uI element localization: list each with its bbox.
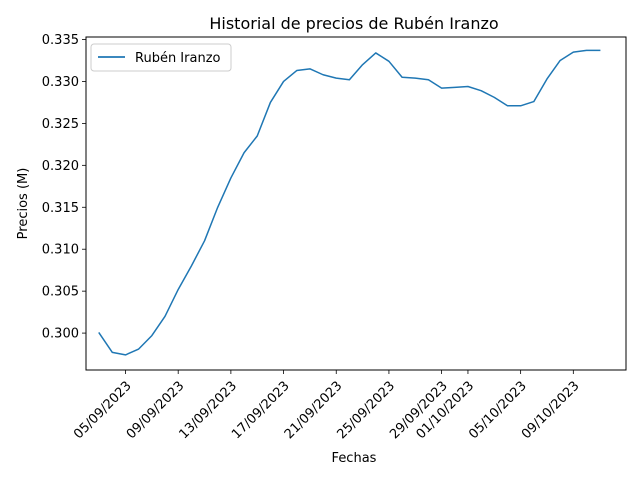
plot-area bbox=[98, 49, 601, 356]
y-tick-label: 0.320 bbox=[42, 159, 79, 174]
legend-label: Rubén Iranzo bbox=[135, 51, 221, 66]
legend-box bbox=[90, 43, 232, 72]
y-tick-label: 0.305 bbox=[42, 285, 79, 300]
plot-frame bbox=[85, 36, 627, 371]
y-tick-label: 0.315 bbox=[42, 201, 79, 216]
chart-title: Historial de precios de Rubén Iranzo bbox=[209, 14, 498, 33]
legend: Rubén Iranzo bbox=[90, 43, 232, 72]
series-line bbox=[98, 49, 601, 356]
y-tick-label: 0.310 bbox=[42, 243, 79, 258]
y-axis: 0.300 0.305 0.310 0.315 0.320 0.325 0.330 0.335 bbox=[42, 33, 86, 342]
y-tick-label: 0.300 bbox=[42, 327, 79, 342]
x-axis-label: Fechas bbox=[332, 451, 377, 466]
y-tick-label: 0.325 bbox=[42, 117, 79, 132]
y-tick-label: 0.330 bbox=[42, 75, 79, 90]
y-tick-label: 0.335 bbox=[42, 33, 79, 48]
y-axis-label: Precios (M) bbox=[16, 168, 31, 240]
